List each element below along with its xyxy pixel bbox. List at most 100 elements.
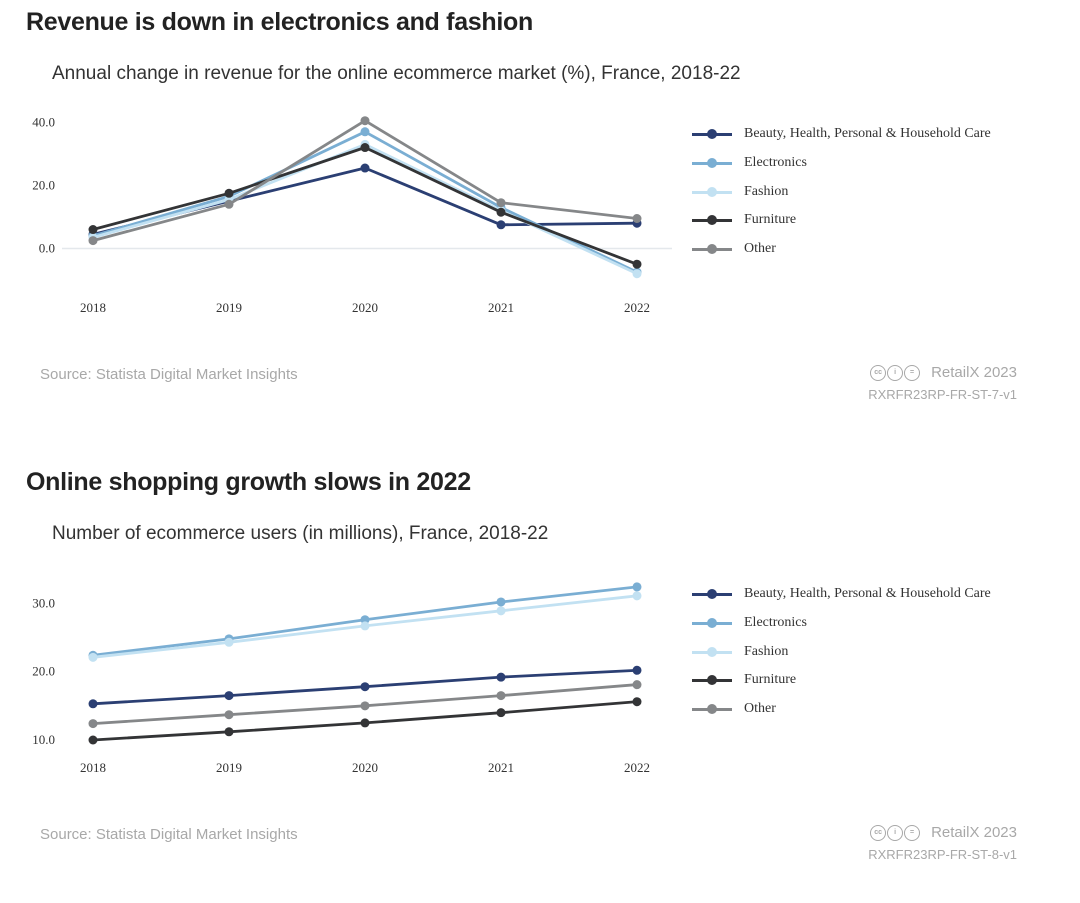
legend-label: Beauty, Health, Personal & Household Car… [744, 126, 991, 142]
data-point-furniture [88, 225, 98, 235]
legend-label: Electronics [744, 615, 807, 631]
source-note: Source: Statista Digital Market Insights [40, 826, 298, 843]
y-tick-label: 20.0 [32, 664, 55, 679]
x-tick-label: 2021 [488, 300, 514, 315]
x-tick-label: 2021 [488, 760, 514, 775]
legend-swatch-furniture [692, 674, 732, 686]
legend-item-electronics[interactable]: Electronics [692, 149, 991, 178]
line-chart-revenue: 0.0 20.0 40.0 2018 2019 2020 2021 2022 [32, 114, 672, 315]
data-point-fashion [496, 606, 506, 616]
data-point-beauty [632, 665, 642, 675]
data-point-beauty [496, 220, 506, 230]
series-furniture [88, 143, 642, 269]
chart-panel-revenue: Revenue is down in electronics and fashi… [0, 0, 1080, 440]
data-point-other [496, 691, 506, 701]
y-tick-label: 0.0 [39, 240, 55, 255]
data-point-other [632, 680, 642, 690]
legend-swatch-other [692, 243, 732, 255]
cc-nd-icon: = [904, 364, 921, 381]
data-point-beauty [360, 163, 370, 173]
series-fashion [88, 591, 642, 662]
legend-label: Other [744, 701, 776, 717]
legend-label: Furniture [744, 212, 797, 228]
x-tick-label: 2019 [216, 760, 242, 775]
data-point-beauty [224, 691, 234, 701]
legend-swatch-electronics [692, 157, 732, 169]
legend-item-other[interactable]: Other [692, 235, 991, 264]
chart-subtitle: Number of ecommerce users (in millions),… [52, 523, 549, 544]
brand-name: RetailX 2023 [931, 364, 1017, 381]
data-point-electronics [496, 597, 506, 607]
series-line-other [92, 119, 638, 242]
data-point-other [88, 719, 98, 729]
x-tick-label: 2018 [80, 300, 106, 315]
legend-swatch-beauty [692, 128, 732, 140]
legend-swatch-furniture [692, 214, 732, 226]
data-point-furniture [224, 727, 234, 737]
chart-panel-users: Online shopping growth slows in 2022 Num… [0, 460, 1080, 903]
data-point-other [224, 710, 234, 720]
data-point-furniture [632, 259, 642, 269]
data-point-furniture [496, 708, 506, 718]
chart-code: RXRFR23RP-FR-ST-7-v1 [868, 387, 1017, 402]
legend-item-other[interactable]: Other [692, 695, 991, 724]
data-point-furniture [632, 697, 642, 707]
data-point-other [496, 198, 506, 208]
y-tick-label: 10.0 [32, 732, 55, 747]
legend-swatch-other [692, 703, 732, 715]
chart-title: Online shopping growth slows in 2022 [26, 468, 471, 496]
data-point-beauty [496, 672, 506, 682]
brand-credit: cc i = RetailX 2023 [870, 824, 1017, 841]
legend-label: Fashion [744, 183, 789, 199]
series-other [88, 116, 642, 246]
data-point-beauty [88, 699, 98, 709]
data-point-other [632, 214, 642, 223]
series-line-beauty [92, 166, 638, 236]
brand-credit: cc i = RetailX 2023 [870, 364, 1017, 381]
chart-legend: Beauty, Health, Personal & Household Car… [692, 120, 991, 263]
legend-item-fashion[interactable]: Fashion [692, 177, 991, 206]
data-point-electronics [360, 615, 370, 625]
cc-icon: cc [870, 364, 887, 381]
legend-swatch-electronics [692, 617, 732, 629]
data-point-furniture [496, 207, 506, 217]
series-furniture [88, 697, 642, 745]
data-point-furniture [224, 188, 234, 198]
brand-name: RetailX 2023 [931, 824, 1017, 841]
data-point-other [224, 199, 234, 209]
data-point-other [360, 701, 370, 711]
legend-label: Electronics [744, 155, 807, 171]
x-tick-label: 2020 [352, 300, 378, 315]
legend-item-furniture[interactable]: Furniture [692, 666, 991, 695]
legend-item-beauty[interactable]: Beauty, Health, Personal & Household Car… [692, 580, 991, 609]
data-point-furniture [360, 718, 370, 728]
data-point-beauty [360, 682, 370, 692]
y-tick-label: 30.0 [32, 595, 55, 610]
legend-label: Fashion [744, 643, 789, 659]
data-point-fashion [632, 591, 642, 601]
cc-by-icon: i [887, 824, 904, 841]
data-point-furniture [88, 735, 98, 745]
series-beauty [88, 163, 642, 239]
legend-item-fashion[interactable]: Fashion [692, 637, 991, 666]
legend-item-furniture[interactable]: Furniture [692, 206, 991, 235]
chart-legend: Beauty, Health, Personal & Household Car… [692, 580, 991, 723]
x-tick-label: 2019 [216, 300, 242, 315]
data-point-electronics [360, 127, 370, 137]
series-line-electronics [92, 130, 638, 274]
legend-item-beauty[interactable]: Beauty, Health, Personal & Household Car… [692, 120, 991, 149]
chart-code: RXRFR23RP-FR-ST-8-v1 [868, 847, 1017, 862]
source-note: Source: Statista Digital Market Insights [40, 366, 298, 383]
legend-item-electronics[interactable]: Electronics [692, 609, 991, 638]
data-point-other [88, 236, 98, 246]
cc-by-icon: i [887, 364, 904, 381]
x-tick-label: 2022 [624, 300, 650, 315]
legend-swatch-fashion [692, 646, 732, 658]
data-point-other [360, 116, 370, 126]
data-point-furniture [360, 143, 370, 153]
x-tick-label: 2018 [80, 760, 106, 775]
chart-title: Revenue is down in electronics and fashi… [26, 8, 533, 36]
data-point-electronics [632, 582, 642, 592]
chart-subtitle: Annual change in revenue for the online … [52, 63, 741, 84]
data-point-fashion [224, 637, 234, 647]
